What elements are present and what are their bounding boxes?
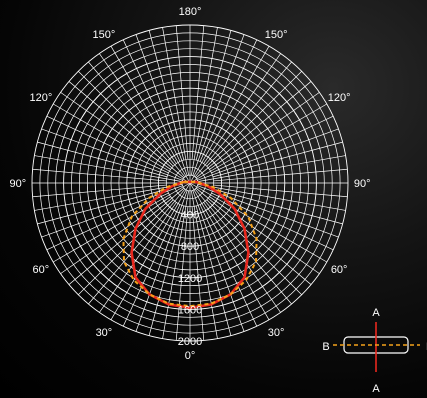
grid-spoke-350 bbox=[162, 190, 189, 339]
grid-spoke-300 bbox=[52, 182, 191, 263]
grid-spoke-240 bbox=[52, 103, 191, 184]
grid-spoke-235 bbox=[60, 92, 171, 170]
grid-spoke-5 bbox=[191, 206, 205, 341]
grid-spoke-145 bbox=[203, 53, 281, 164]
angle-label: 30° bbox=[268, 327, 285, 339]
grid-spoke-250 bbox=[41, 128, 183, 181]
grid-spoke-225 bbox=[78, 71, 174, 167]
grid-spoke-310 bbox=[68, 187, 185, 285]
grid-spoke-105 bbox=[212, 141, 343, 178]
grid-spoke-115 bbox=[211, 115, 334, 174]
grid-spoke-255 bbox=[37, 141, 168, 178]
grid-spoke-325 bbox=[99, 202, 177, 313]
legend-label-a-bottom: A bbox=[372, 383, 380, 395]
grid-spoke-120 bbox=[189, 103, 328, 184]
grid-spoke-50 bbox=[195, 187, 312, 285]
grid-spoke-205 bbox=[122, 39, 181, 162]
angle-label: 60° bbox=[33, 264, 50, 276]
angle-label: 90° bbox=[9, 178, 26, 190]
grid-spoke-345 bbox=[148, 205, 185, 336]
angle-label: 120° bbox=[29, 92, 52, 104]
grid-spoke-125 bbox=[209, 92, 320, 170]
grid-spoke-25 bbox=[199, 204, 258, 327]
legend-plane-diagram: A A B B bbox=[322, 307, 427, 395]
grid-spoke-140 bbox=[194, 61, 292, 178]
grid-spoke-10 bbox=[191, 190, 218, 339]
grid-spoke-80 bbox=[197, 184, 346, 211]
radial-tick-label: 800 bbox=[181, 241, 199, 253]
angle-label: 30° bbox=[96, 327, 113, 339]
grid-spoke-150 bbox=[189, 45, 270, 184]
angle-label: 90° bbox=[354, 178, 371, 190]
radial-tick-label: 2000 bbox=[178, 336, 202, 348]
angle-label: 120° bbox=[328, 92, 351, 104]
grid-spoke-95 bbox=[213, 168, 348, 182]
legend-label-b-left: B bbox=[322, 341, 329, 353]
grid-spoke-335 bbox=[122, 204, 181, 327]
grid-spoke-265 bbox=[32, 168, 167, 182]
grid-spoke-285 bbox=[37, 188, 168, 225]
angle-label: 180° bbox=[179, 6, 202, 18]
grid-spoke-295 bbox=[46, 192, 169, 251]
grid-spoke-280 bbox=[34, 184, 183, 211]
grid-spoke-190 bbox=[162, 27, 189, 176]
grid-spoke-175 bbox=[191, 25, 205, 160]
grid-spoke-210 bbox=[110, 45, 191, 184]
angle-tick-labels: 0° 30° 60° 90° 120° 150° 180° 30° 60° 90° 120° 150° bbox=[9, 6, 370, 362]
grid-spoke-200 bbox=[135, 34, 188, 176]
grid-spoke-155 bbox=[199, 39, 258, 162]
grid-spoke-315 bbox=[78, 199, 174, 295]
legend-label-a-top: A bbox=[372, 307, 380, 319]
grid-spoke-260 bbox=[34, 155, 183, 182]
grid-spoke-100 bbox=[197, 155, 346, 182]
grid-spoke-195 bbox=[148, 30, 185, 161]
grid-spoke-15 bbox=[195, 205, 232, 336]
grid-spoke-30 bbox=[189, 182, 270, 321]
grid-spoke-135 bbox=[206, 71, 302, 167]
radial-tick-label: 1200 bbox=[178, 273, 202, 285]
grid-spoke-45 bbox=[206, 199, 302, 295]
grid-spoke-75 bbox=[212, 188, 343, 225]
polar-grid bbox=[31, 24, 349, 342]
grid-spoke-130 bbox=[195, 81, 312, 179]
radial-tick-label: 1600 bbox=[178, 304, 202, 316]
grid-spoke-165 bbox=[195, 30, 232, 161]
grid-spoke-305 bbox=[60, 196, 171, 274]
grid-spoke-170 bbox=[191, 27, 218, 176]
grid-spoke-85 bbox=[213, 184, 348, 198]
grid-spoke-55 bbox=[209, 196, 320, 274]
angle-label: 150° bbox=[93, 29, 116, 41]
grid-spoke-185 bbox=[175, 25, 189, 160]
grid-spoke-230 bbox=[68, 81, 185, 179]
grid-spoke-65 bbox=[211, 192, 334, 251]
grid-spoke-60 bbox=[189, 182, 328, 263]
grid-spoke-355 bbox=[175, 206, 189, 341]
radial-tick-labels: 400 800 1200 1600 2000 bbox=[178, 210, 202, 348]
grid-spoke-220 bbox=[88, 61, 186, 178]
grid-spoke-245 bbox=[46, 115, 169, 174]
grid-spoke-110 bbox=[197, 128, 339, 181]
series-curve-B bbox=[122, 180, 258, 308]
radial-tick-label: 400 bbox=[181, 210, 199, 222]
angle-label: 0° bbox=[185, 350, 196, 362]
grid-spoke-35 bbox=[203, 202, 281, 313]
grid-spoke-320 bbox=[88, 188, 186, 305]
grid-spoke-215 bbox=[99, 53, 177, 164]
intensity-curves bbox=[122, 180, 258, 310]
grid-spoke-275 bbox=[32, 184, 167, 198]
grid-spoke-40 bbox=[194, 188, 292, 305]
angle-label: 150° bbox=[265, 29, 288, 41]
series-curve-A bbox=[130, 180, 250, 310]
angle-label: 60° bbox=[331, 264, 348, 276]
grid-spoke-160 bbox=[192, 34, 245, 176]
grid-spoke-340 bbox=[135, 190, 188, 332]
grid-spoke-330 bbox=[110, 182, 191, 321]
grid-spoke-20 bbox=[192, 190, 245, 332]
